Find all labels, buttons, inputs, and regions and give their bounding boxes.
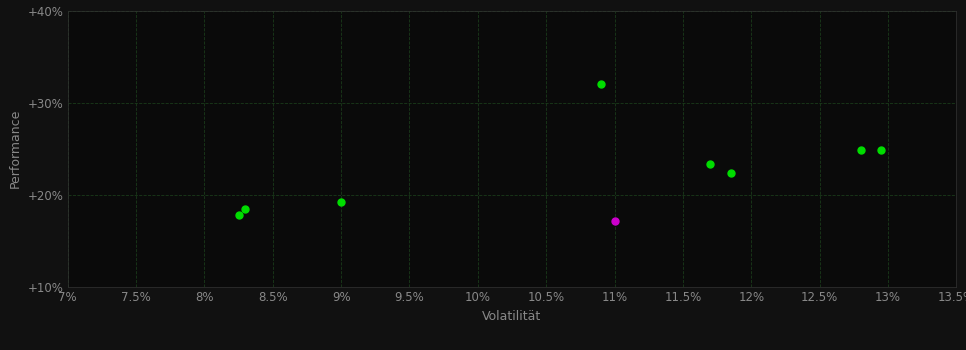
Point [593, 82, 609, 87]
Point [702, 162, 718, 167]
Point [231, 212, 246, 218]
Point [333, 199, 349, 205]
Point [238, 206, 253, 211]
Point [873, 147, 889, 153]
Y-axis label: Performance: Performance [9, 109, 22, 188]
Point [723, 170, 738, 175]
Point [607, 218, 622, 223]
X-axis label: Volatilität: Volatilität [482, 310, 542, 323]
Point [853, 147, 868, 153]
